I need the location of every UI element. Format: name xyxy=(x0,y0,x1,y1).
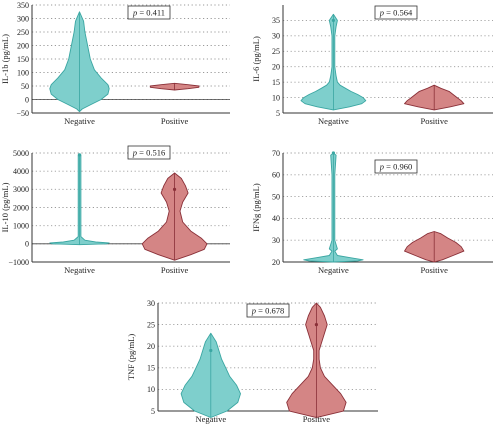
x-category-label: Positive xyxy=(303,414,331,424)
y-tick-label: 0 xyxy=(25,240,29,249)
pvalue-frame xyxy=(127,145,171,160)
y-tick-label: 25 xyxy=(272,47,280,56)
y-tick-label: 70 xyxy=(272,149,280,158)
x-category-label: Negative xyxy=(318,116,349,126)
y-tick-label: 250 xyxy=(17,28,29,37)
y-tick-label: 25 xyxy=(147,320,155,329)
pvalue-label: p = 0.564 xyxy=(379,8,413,18)
y-tick-label: 30 xyxy=(147,299,155,308)
y-tick-label: 20 xyxy=(272,63,280,72)
pvalue-box: p = 0.678 xyxy=(246,303,290,318)
y-tick-label: 5000 xyxy=(13,149,29,158)
y-axis-label: IL-6 (pg/mL) xyxy=(251,36,261,82)
y-tick-label: 30 xyxy=(272,32,280,41)
y-tick-label: 300 xyxy=(17,14,29,23)
y-axis-label: IFNg (pg/mL) xyxy=(251,183,261,232)
y-tick-label: −50 xyxy=(16,109,29,118)
y-tick-label: 10 xyxy=(147,385,155,394)
outlier-point-negative xyxy=(331,18,335,23)
pvalue-frame xyxy=(374,159,418,174)
y-axis-label: TNF (pg/mL) xyxy=(126,334,136,381)
y-tick-label: 20 xyxy=(147,342,155,351)
panel-4: 20 30 40 50 60 70 IFNg (pg/mL) Negative Positive… xyxy=(251,149,493,275)
y-tick-label: 350 xyxy=(17,1,29,10)
panel-3: −1000 0 1000 2000 3000 4000 5000 IL-10 (pg/mL) N… xyxy=(0,145,230,275)
y-tick-label: 35 xyxy=(272,16,280,25)
pvalue-label: p = 0.411 xyxy=(132,8,165,18)
y-tick-label: 5 xyxy=(276,109,280,118)
y-tick-label: −1000 xyxy=(8,258,29,267)
y-tick-label: 4000 xyxy=(13,167,29,176)
y-tick-label: 50 xyxy=(272,192,280,201)
y-tick-label: 2000 xyxy=(13,203,29,212)
y-tick-label: 100 xyxy=(17,68,29,77)
y-axis-label: IL-10 (pg/mL) xyxy=(0,182,10,232)
pvalue-box: p = 0.516 xyxy=(127,145,171,160)
y-tick-label: 40 xyxy=(272,214,280,223)
y-tick-label: 15 xyxy=(272,78,280,87)
outlier-point-negative xyxy=(77,153,82,157)
x-category-label: Negative xyxy=(318,265,349,275)
x-category-label: Negative xyxy=(195,414,226,424)
x-category-label: Positive xyxy=(420,265,448,275)
y-tick-label: 10 xyxy=(272,93,280,102)
x-category-label: Negative xyxy=(64,116,95,126)
outlier-point-negative xyxy=(209,348,213,353)
outlier-point-negative xyxy=(331,151,335,155)
y-tick-label: 20 xyxy=(272,258,280,267)
pvalue-box: p = 0.960 xyxy=(374,159,418,174)
pvalue-box: p = 0.411 xyxy=(127,5,171,20)
pvalue-box: p = 0.564 xyxy=(374,5,418,20)
y-tick-label: 0 xyxy=(25,95,29,104)
y-tick-label: 15 xyxy=(147,364,155,373)
y-tick-label: 3000 xyxy=(13,185,29,194)
y-tick-label: 30 xyxy=(272,236,280,245)
panel-5: 5 10 15 20 25 30 TNF (pg/mL) Negative Positive p … xyxy=(126,299,378,424)
pvalue-frame xyxy=(246,303,290,318)
y-tick-label: 60 xyxy=(272,171,280,180)
y-tick-label: 5 xyxy=(151,407,155,416)
x-category-label: Positive xyxy=(420,116,448,126)
outlier-point-positive xyxy=(314,323,318,327)
pvalue-label: p = 0.960 xyxy=(379,162,412,172)
y-tick-label: 50 xyxy=(21,82,29,91)
x-category-label: Positive xyxy=(161,265,189,275)
y-axis-label: IL-1b (pg/mL) xyxy=(0,34,10,84)
y-tick-label: 1000 xyxy=(13,221,29,230)
y-tick-label: 150 xyxy=(17,55,29,64)
pvalue-frame xyxy=(127,5,171,20)
panel-2: 5 10 15 20 25 30 35 IL-6 (pg/mL) Negative Positiv… xyxy=(251,5,493,126)
x-category-label: Negative xyxy=(64,265,95,275)
pvalue-label: p = 0.516 xyxy=(132,148,165,158)
pvalue-frame xyxy=(374,5,418,20)
x-category-label: Positive xyxy=(161,116,189,126)
outlier-point-positive xyxy=(172,187,177,191)
pvalue-label: p = 0.678 xyxy=(251,306,284,316)
panel-1: −50 0 50 100 150 200 250 300 350 IL-1b (pg/mL) Neg… xyxy=(0,1,230,126)
y-tick-label: 200 xyxy=(17,41,29,50)
